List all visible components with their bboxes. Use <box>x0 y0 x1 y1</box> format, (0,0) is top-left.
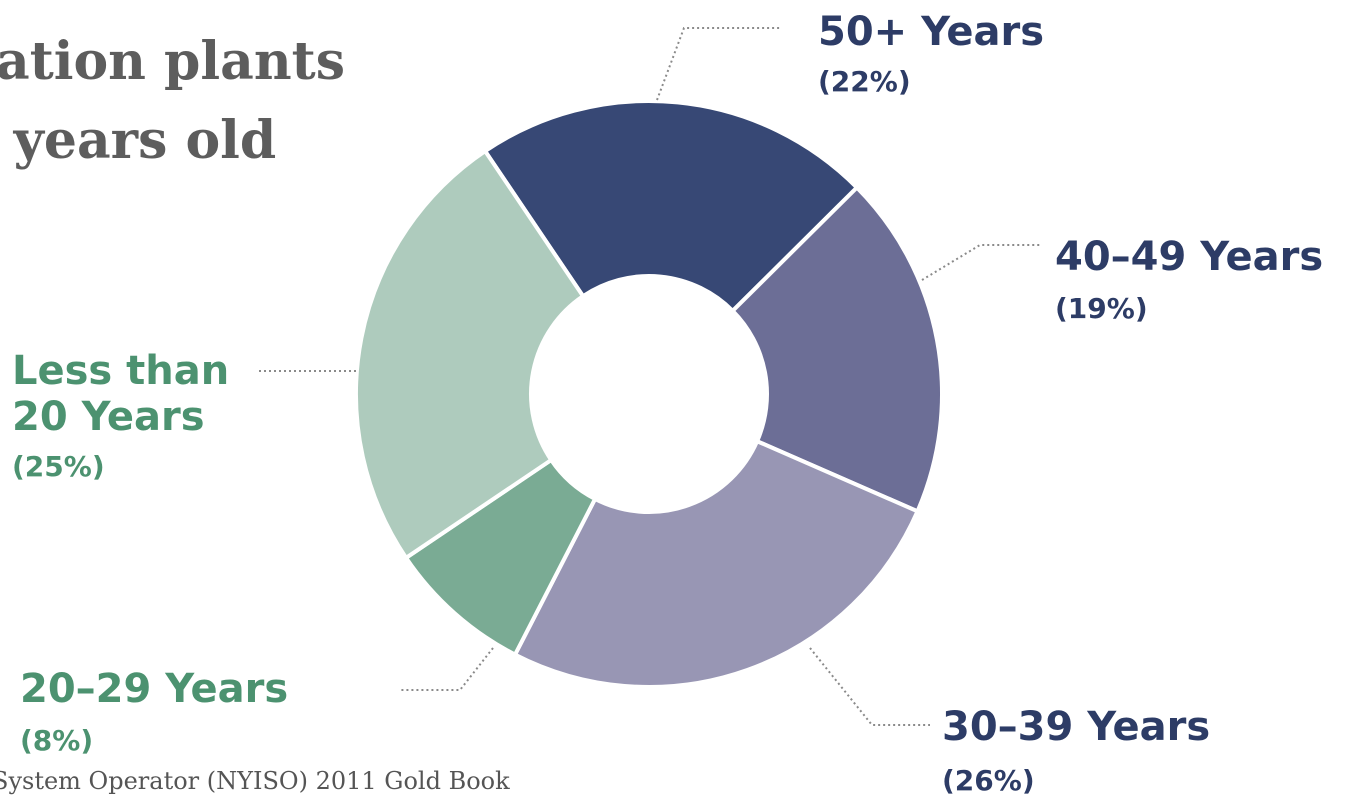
pct-30-39-years: (26%) <box>942 764 1035 795</box>
chart-title-line-2: - years old <box>0 110 277 171</box>
chart-title-line-1: ation plants <box>0 31 345 92</box>
leader-20-29-years <box>400 647 494 691</box>
label-less-than-20-years-line-2: 20 Years <box>12 394 205 440</box>
pct-50-years: (22%) <box>818 65 911 98</box>
slice-labels: 50+ Years (22%) 40–49 Years (19%) 30–39 Year… <box>12 9 1323 795</box>
donut-slices <box>354 99 944 689</box>
label-less-than-20-years-line-1: Less than <box>12 348 229 394</box>
pct-20-29-years: (8%) <box>20 724 93 757</box>
slice-40-49-years <box>730 185 944 514</box>
label-50-years: 50+ Years <box>818 9 1044 55</box>
label-30-39-years: 30–39 Years <box>942 704 1210 750</box>
pct-40-49-years: (19%) <box>1055 292 1148 325</box>
label-40-49-years: 40–49 Years <box>1055 234 1323 280</box>
leader-40-49-years <box>921 244 1040 281</box>
leader-lines <box>258 27 1040 726</box>
pct-less-than-20-years: (25%) <box>12 450 105 483</box>
slice-30-39-years <box>513 439 920 689</box>
leader-30-39-years <box>809 647 930 726</box>
slice-50-years <box>483 99 859 313</box>
leader-50-years <box>656 27 780 101</box>
label-20-29-years: 20–29 Years <box>20 666 288 712</box>
slice-less-than-20-years <box>354 149 586 560</box>
source-note: System Operator (NYISO) 2011 Gold Book <box>0 767 510 795</box>
